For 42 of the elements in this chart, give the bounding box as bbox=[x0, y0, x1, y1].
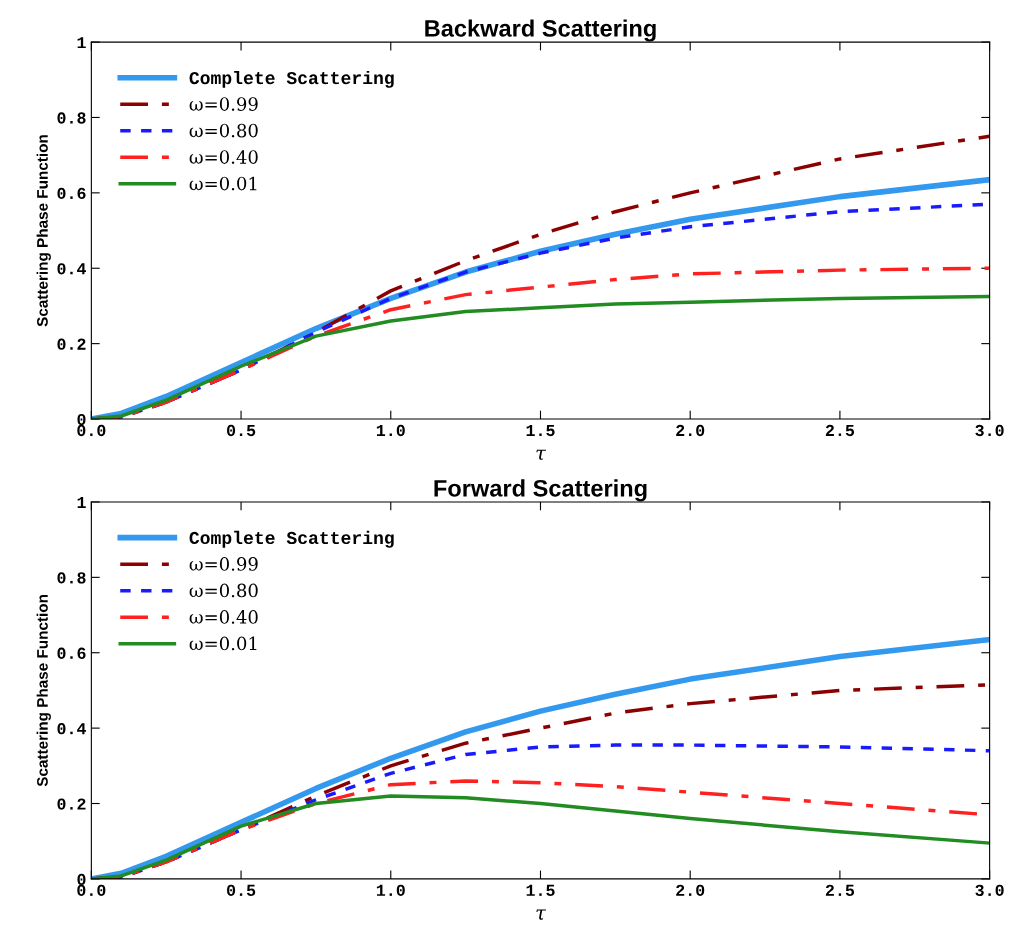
y-tick-label: 1 bbox=[77, 37, 86, 49]
y-tick-label: 0 bbox=[77, 873, 86, 886]
y-axis-title: Scattering Phase Function bbox=[36, 135, 51, 327]
chart-title: Backward Scattering bbox=[425, 19, 656, 42]
legend-label: ω=0.99 bbox=[189, 557, 258, 571]
y-tick-label: 0.6 bbox=[57, 187, 86, 200]
x-tick-label: 2.5 bbox=[825, 884, 855, 896]
x-axis-title: τ bbox=[536, 909, 547, 920]
legend-label: Complete Scattering bbox=[189, 70, 394, 88]
legend-label: ω=0.01 bbox=[189, 636, 257, 651]
x-tick-label: 1.5 bbox=[526, 424, 555, 437]
y-axis-title: Scattering Phase Function bbox=[36, 595, 51, 787]
y-tick-label: 0.4 bbox=[57, 723, 86, 735]
y-tick-label: 0.8 bbox=[57, 572, 86, 584]
y-tick-label: 0.8 bbox=[57, 112, 86, 124]
x-tick-label: 1.5 bbox=[526, 884, 555, 896]
y-tick-label: 0.2 bbox=[57, 338, 86, 350]
x-tick-label: 3.0 bbox=[975, 884, 1004, 897]
legend-label: ω=0.01 bbox=[189, 176, 257, 191]
legend-label: ω=0.80 bbox=[189, 123, 258, 138]
legend-label: ω=0.40 bbox=[189, 150, 258, 164]
x-tick-label: 2.0 bbox=[676, 424, 705, 437]
x-tick-label: 2.5 bbox=[825, 424, 855, 437]
y-tick-label: 0.6 bbox=[57, 647, 86, 659]
x-tick-label: 1.0 bbox=[376, 424, 405, 437]
x-axis-title: τ bbox=[536, 449, 547, 460]
x-tick-label: 0.5 bbox=[227, 424, 256, 437]
y-tick-label: 0.4 bbox=[57, 263, 86, 275]
x-tick-label: 3.0 bbox=[975, 424, 1004, 437]
y-tick-label: 0 bbox=[77, 413, 86, 426]
y-tick-label: 1 bbox=[77, 497, 86, 508]
chart-title: Forward Scattering bbox=[434, 479, 647, 502]
x-tick-label: 0.0 bbox=[77, 884, 106, 896]
y-tick-label: 0.2 bbox=[57, 798, 86, 810]
legend-label: ω=0.99 bbox=[189, 97, 258, 111]
x-tick-label: 2.0 bbox=[676, 884, 705, 896]
legend-label: ω=0.80 bbox=[189, 583, 258, 598]
x-tick-label: 0.5 bbox=[227, 884, 256, 896]
legend-label: Complete Scattering bbox=[189, 530, 394, 548]
x-tick-label: 0.0 bbox=[77, 424, 106, 437]
x-tick-label: 1.0 bbox=[376, 884, 405, 896]
legend-label: ω=0.40 bbox=[189, 610, 258, 624]
